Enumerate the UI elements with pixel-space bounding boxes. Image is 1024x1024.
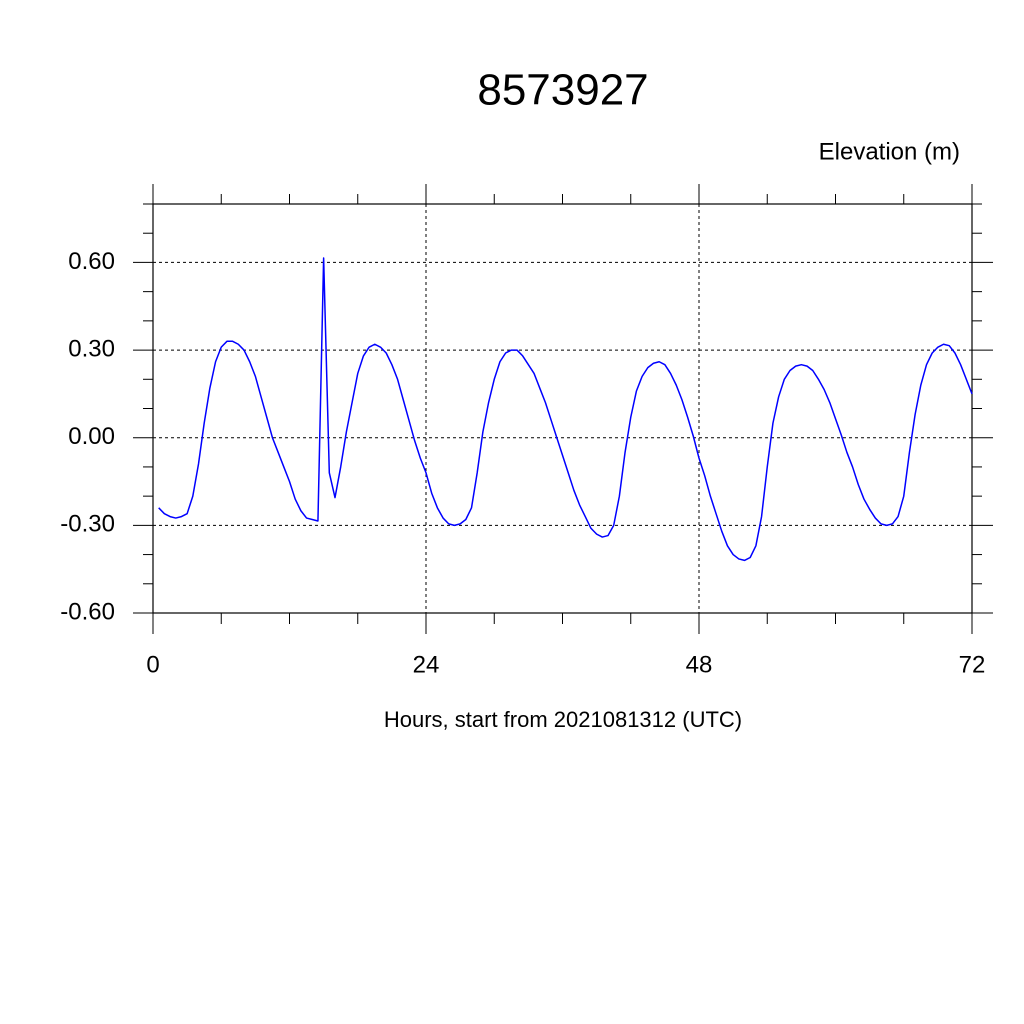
x-tick-label: 48 xyxy=(686,651,713,678)
x-tick-label: 24 xyxy=(413,651,440,678)
data-line xyxy=(158,257,973,562)
y-tick-label: 0.60 xyxy=(68,248,115,275)
x-tick-label: 72 xyxy=(959,651,986,678)
x-axis-label: Hours, start from 2021081312 (UTC) xyxy=(384,707,742,732)
y-tick-label: -0.30 xyxy=(60,511,115,538)
y-axis-label: Elevation (m) xyxy=(819,138,960,165)
y-tick-label: 0.00 xyxy=(68,423,115,450)
y-tick-label: 0.30 xyxy=(68,335,115,362)
y-tick-label: -0.60 xyxy=(60,598,115,625)
plot-frame xyxy=(152,203,973,614)
x-tick-label: 0 xyxy=(146,651,159,678)
chart-title: 8573927 xyxy=(477,66,648,115)
